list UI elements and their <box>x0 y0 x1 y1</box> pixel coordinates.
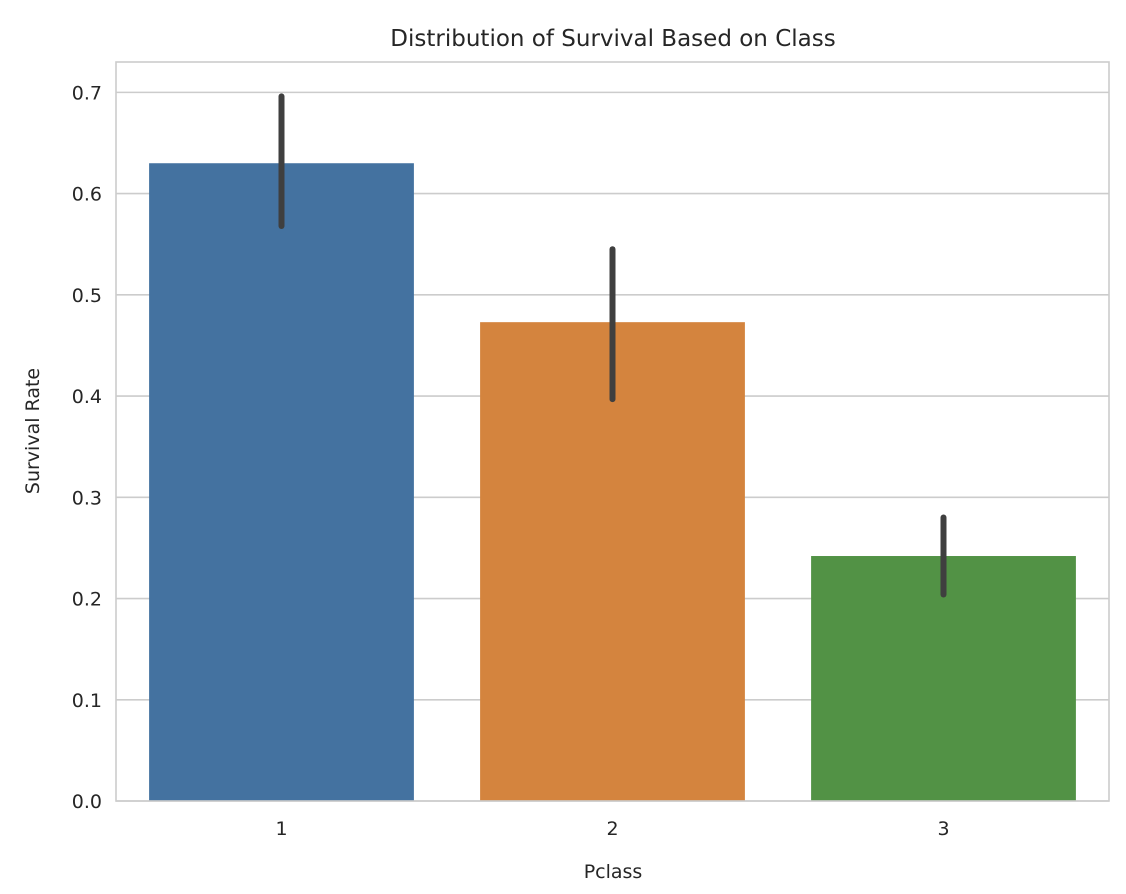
y-tick-label: 0.0 <box>72 791 102 813</box>
y-tick-label: 0.3 <box>72 487 102 509</box>
x-tick-labels: 1 2 3 <box>275 818 949 840</box>
chart-title: Distribution of Survival Based on Class <box>390 26 835 52</box>
y-tick-label: 0.6 <box>72 184 102 206</box>
y-tick-label: 0.4 <box>72 386 102 408</box>
y-tick-label: 0.1 <box>72 690 102 712</box>
x-axis-label: Pclass <box>584 861 643 883</box>
bar-pclass-1 <box>149 163 414 801</box>
y-tick-label: 0.5 <box>72 285 102 307</box>
x-tick-label: 2 <box>606 818 618 840</box>
y-tick-labels: 0.0 0.1 0.2 0.3 0.4 0.5 0.6 0.7 <box>72 82 102 813</box>
error-bars <box>278 93 947 598</box>
plot-frame <box>115 61 1110 802</box>
x-tick-label: 3 <box>937 818 949 840</box>
y-tick-label: 0.2 <box>72 589 102 611</box>
y-tick-label: 0.7 <box>72 82 102 104</box>
bars <box>149 163 1076 801</box>
y-axis-label: Survival Rate <box>22 368 44 494</box>
x-tick-label: 1 <box>275 818 287 840</box>
